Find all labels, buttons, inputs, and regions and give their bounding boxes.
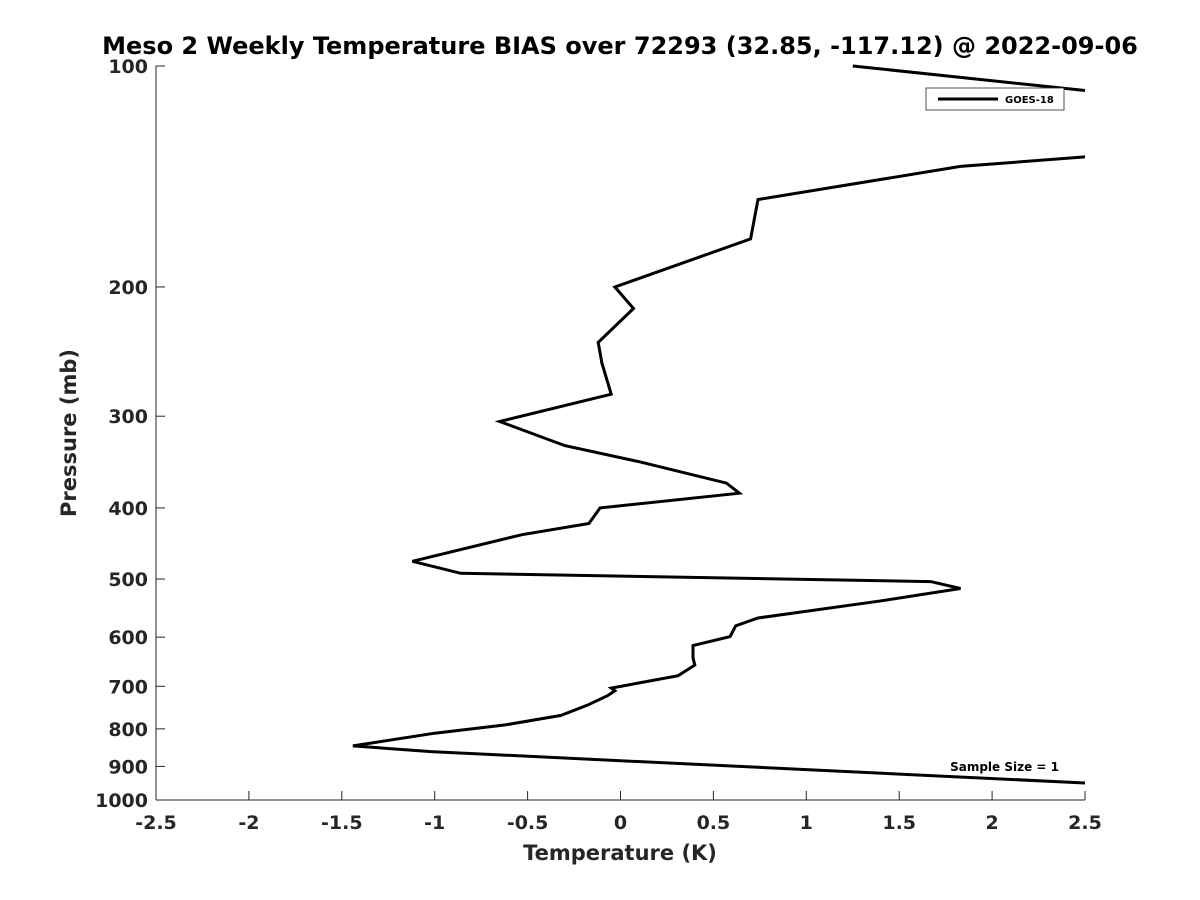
x-axis-label: Temperature (K)	[523, 841, 717, 865]
legend-label: GOES-18	[1005, 95, 1054, 106]
legend: GOES-18	[925, 87, 1065, 111]
y-tick-label: 200	[108, 277, 148, 299]
plot-area	[156, 66, 1085, 800]
y-tick-label: 300	[108, 406, 148, 428]
y-axis-label: Pressure (mb)	[57, 349, 81, 517]
x-tick-label: -2	[238, 812, 259, 834]
y-ticks: 100 200 300 400 500 600 700 800 900 1000	[95, 56, 165, 812]
series-group	[352, 64, 1086, 785]
x-tick-label: -0.5	[507, 812, 549, 834]
y-tick-label: 400	[108, 498, 148, 520]
series-line-goes-18-segment-1	[852, 64, 1086, 92]
x-tick-label: -1	[424, 812, 445, 834]
x-tick-label: 1	[800, 812, 813, 834]
x-tick-label: 2.5	[1068, 812, 1102, 834]
y-tick-label: 100	[108, 56, 148, 78]
series-line-goes-18-segment-2	[352, 155, 1086, 785]
y-tick-label: 800	[108, 719, 148, 741]
x-tick-label: 0.5	[697, 812, 731, 834]
y-tick-label: 600	[108, 627, 148, 649]
y-tick-label: 900	[108, 756, 148, 778]
x-tick-label: 2	[985, 812, 998, 834]
sample-size-annotation: Sample Size = 1	[950, 760, 1059, 774]
x-ticks: -2.5 -2 -1.5 -1 -0.5 0 0.5 1 1.5 2 2.5	[135, 791, 1102, 834]
x-tick-label: 1.5	[882, 812, 916, 834]
x-tick-label: 0	[614, 812, 627, 834]
y-tick-label: 700	[108, 676, 148, 698]
x-tick-label: -2.5	[135, 812, 177, 834]
chart-title: Meso 2 Weekly Temperature BIAS over 7229…	[102, 32, 1138, 60]
x-tick-label: -1.5	[321, 812, 363, 834]
y-tick-label: 500	[108, 569, 148, 591]
y-tick-label: 1000	[95, 790, 148, 812]
